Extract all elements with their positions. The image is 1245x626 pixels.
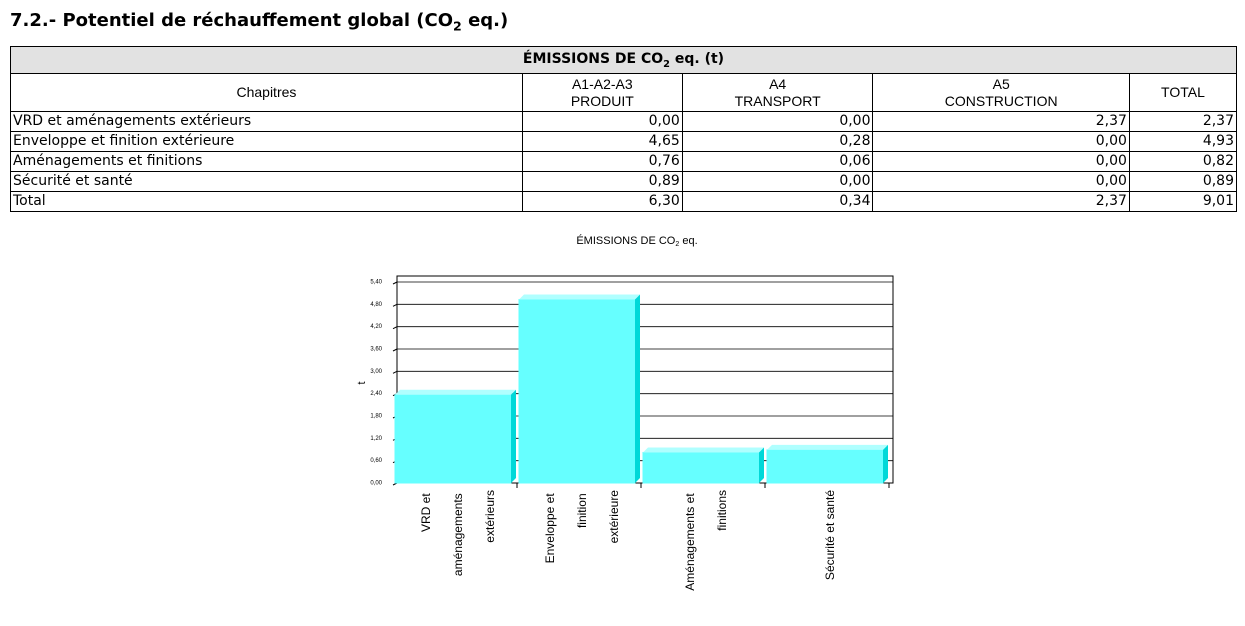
numeric-cell: 4,93 [1128,131,1238,152]
table-row: VRD et aménagements extérieurs 0,00 0,00 2,… [10,111,1238,132]
column-header-line: A5 [992,75,1010,92]
emissions-table: ÉMISSIONS DE CO2 eq. (t) Chapitres A1-A2-… [10,46,1238,212]
numeric-cell: 9,01 [1128,191,1238,212]
numeric-cell: 2,37 [872,191,1130,212]
column-header-line: PRODUIT [570,92,634,109]
x-tick-label: Aménagements et finitions [683,490,729,591]
table-row: Sécurité et santé 0,89 0,00 0,00 0,89 [10,171,1238,192]
numeric-cell: 2,37 [872,111,1130,132]
y-tick-label: 4,80 [370,302,382,308]
label-cell: Aménagements et finitions [10,151,523,172]
numeric-cell: 0,00 [872,151,1130,172]
heading: 7.2.- Potentiel de réchauffement global … [10,10,508,34]
y-tick-label: 4,20 [370,324,382,330]
label-cell: Enveloppe et finition extérieure [10,131,523,152]
table-title-suffix: eq. (t) [674,50,725,67]
column-header: TOTAL [1128,73,1238,112]
column-header: Chapitres [10,73,523,112]
heading-suffix: eq.) [468,10,509,31]
column-header: A1-A2-A3 PRODUIT [521,73,683,112]
x-tick-label: Enveloppe et finition extérieure [543,490,621,564]
y-tick [392,303,398,307]
numeric-cell: 0,00 [872,171,1130,192]
column-header: A4 TRANSPORT [681,73,874,112]
chart-title-subscript: 2 [675,241,679,248]
label-cell: Total [10,191,523,212]
y-tick-label: 1,80 [370,414,382,420]
bar-side [635,294,640,483]
bar [394,394,512,484]
chart-title-suffix: eq. [682,235,697,247]
table-row: Aménagements et finitions 0,76 0,06 0,00 0,8… [10,151,1238,172]
numeric-cell: 6,30 [521,191,683,212]
bar-top [519,294,640,300]
bar-group [518,294,640,484]
table-title-subscript: 2 [663,58,670,70]
numeric-cell: 0,00 [872,131,1130,152]
column-header-line: TOTAL [1161,84,1205,100]
y-tick-label: 5,40 [370,280,382,286]
column-header-line: A4 [769,75,787,92]
label-cell: Sécurité et santé [10,171,523,192]
y-axis-label: t [356,381,368,384]
y-tick-label: 3,60 [370,347,382,353]
column-header-line: A1-A2-A3 [571,75,633,92]
bar [642,451,760,484]
numeric-cell: 0,82 [1128,151,1238,172]
column-header: A5 CONSTRUCTION [872,73,1130,112]
column-header-line: Chapitres [236,84,297,100]
column-header-line: TRANSPORT [734,92,821,109]
bar-group [642,447,764,484]
y-tick-label: 2,40 [370,391,382,397]
bar-top [767,444,888,450]
bar-top [395,389,516,395]
numeric-cell: 0,06 [681,151,874,172]
chart: ÉMISSIONS DE CO2 eq. t 0,00 0,60 1,20 1,80 2… [356,234,894,591]
bar [766,449,884,484]
y-tick-label: 0,60 [370,458,382,464]
numeric-cell: 2,37 [1128,111,1238,132]
column-header-line: CONSTRUCTION [944,92,1058,109]
numeric-cell: 0,76 [521,151,683,172]
numeric-cell: 4,65 [521,131,683,152]
y-tick-label: 1,20 [370,436,382,442]
table-row: Enveloppe et finition extérieure 4,65 0,28… [10,131,1238,152]
bar-group [766,444,888,484]
bar-top [643,447,764,453]
label-cell: VRD et aménagements extérieurs [10,111,523,132]
heading-text: 7.2.- Potentiel de réchauffement global … [10,10,454,31]
y-tick-label: 3,00 [370,369,382,375]
numeric-cell: 0,00 [681,171,874,192]
column-header-row: Chapitres A1-A2-A3 PRODUIT A4 TRANSPORT A5 CON… [10,73,1238,112]
bar-side [511,389,516,483]
bar-group [394,389,516,484]
numeric-cell: 0,34 [681,191,874,212]
y-tick [392,370,398,374]
table-title-text: ÉMISSIONS DE CO [522,50,664,67]
bar-side [759,447,764,483]
y-tick [392,326,398,330]
numeric-cell: 0,00 [521,111,683,132]
numeric-cell: 0,89 [521,171,683,192]
chart-title-text: ÉMISSIONS DE CO [576,234,675,247]
x-tick-label: VRD et aménagements extérieurs [419,490,497,576]
numeric-cell: 0,89 [1128,171,1238,192]
bar-side [883,444,888,483]
y-tick [392,348,398,352]
table-row: Total 6,30 0,34 2,37 9,01 [10,191,1238,212]
y-tick [392,281,398,285]
numeric-cell: 0,28 [681,131,874,152]
numeric-cell: 0,00 [681,111,874,132]
chart-title: ÉMISSIONS DE CO2 eq. [576,234,697,248]
x-tick-label: Sécurité et santé [823,490,837,580]
table-title: ÉMISSIONS DE CO2 eq. (t) [10,46,1237,74]
y-tick-label: 0,00 [370,481,382,487]
bar [518,298,636,484]
heading-subscript: 2 [453,18,462,34]
